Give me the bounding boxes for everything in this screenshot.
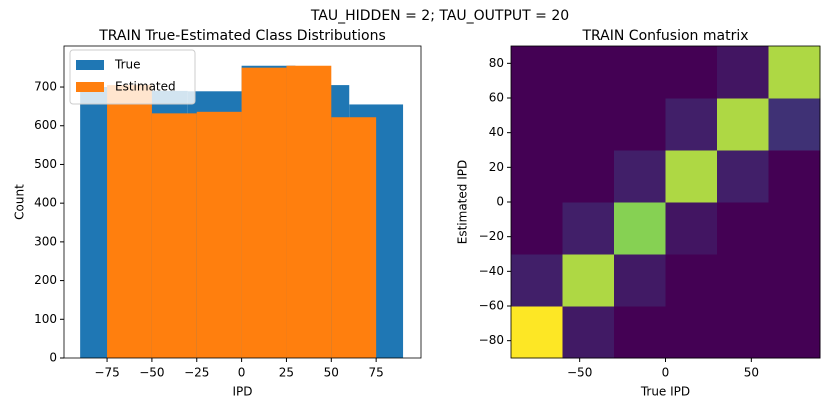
x-tick-label: −50 — [139, 366, 164, 380]
y-tick-label: −80 — [479, 333, 504, 347]
bar — [241, 67, 287, 358]
y-tick-label: 600 — [34, 118, 57, 132]
x-axis-label: IPD — [232, 385, 252, 399]
x-tick-label: −75 — [94, 366, 119, 380]
legend-swatch — [76, 60, 104, 70]
x-tick-label: −25 — [184, 366, 209, 380]
bar — [107, 85, 152, 358]
cell — [768, 306, 821, 359]
cell — [717, 46, 769, 99]
y-tick-label: 500 — [34, 157, 57, 171]
cell — [665, 306, 718, 359]
legend-label: True — [114, 58, 141, 72]
cell — [665, 202, 718, 255]
cell — [614, 98, 666, 151]
y-tick-label: 0 — [496, 195, 504, 209]
y-tick-label: 700 — [34, 80, 57, 94]
cell — [665, 254, 718, 307]
cell — [768, 46, 821, 99]
cell — [562, 46, 615, 99]
cell — [665, 46, 718, 99]
cell — [511, 150, 563, 203]
bar — [331, 117, 377, 359]
y-tick-label: −20 — [479, 229, 504, 243]
chart-title: TRAIN Confusion matrix — [581, 28, 748, 44]
x-tick-label: 25 — [279, 366, 294, 380]
cell — [717, 306, 769, 359]
cell — [768, 98, 821, 151]
axes-frame — [63, 45, 422, 359]
cell — [717, 150, 769, 203]
cell — [614, 150, 666, 203]
cell — [717, 254, 769, 307]
cell — [768, 254, 821, 307]
cell — [768, 150, 821, 203]
y-tick-label: 20 — [489, 160, 504, 174]
cell — [562, 254, 615, 307]
y-tick-label: 0 — [49, 351, 57, 365]
cell — [562, 150, 615, 203]
x-tick-label: 50 — [324, 366, 339, 380]
y-tick-label: 400 — [34, 196, 57, 210]
y-tick-label: −40 — [479, 264, 504, 278]
y-tick-label: 100 — [34, 312, 57, 326]
cell — [717, 98, 769, 151]
cell — [717, 202, 769, 255]
cell — [562, 202, 615, 255]
y-axis-label: Count — [13, 184, 27, 220]
cell — [562, 306, 615, 359]
cell — [511, 306, 563, 359]
x-axis-label: True IPD — [640, 385, 690, 399]
y-axis-label: Estimated IPD — [456, 160, 470, 244]
cell — [614, 202, 666, 255]
y-tick-label: 300 — [34, 234, 57, 248]
y-tick-label: −60 — [479, 299, 504, 313]
x-tick-label: −50 — [567, 366, 592, 380]
legend-label: Estimated — [115, 80, 176, 94]
legend: True Estimated — [69, 49, 196, 105]
cell — [562, 98, 615, 151]
y-tick-label: 80 — [489, 56, 504, 70]
y-tick-label: 200 — [34, 273, 57, 287]
cell — [665, 98, 718, 151]
cell — [511, 254, 563, 307]
cell — [511, 46, 563, 99]
cell — [665, 150, 718, 203]
cell — [614, 254, 666, 307]
x-tick-label: 75 — [369, 366, 384, 380]
cell — [511, 202, 563, 255]
bar — [151, 113, 197, 359]
x-tick-label: 0 — [662, 366, 670, 380]
legend-swatch — [76, 82, 104, 92]
cell — [614, 306, 666, 359]
y-tick-label: 60 — [489, 91, 504, 105]
cell — [511, 98, 563, 151]
x-tick-label: 0 — [238, 366, 246, 380]
x-tick-label: 50 — [744, 366, 759, 380]
y-tick-label: 40 — [489, 125, 504, 139]
bar — [196, 111, 242, 358]
bar — [286, 65, 332, 358]
suptitle: TAU_HIDDEN = 2; TAU_OUTPUT = 20 — [310, 8, 569, 24]
chart-title: TRAIN True-Estimated Class Distributions — [98, 28, 386, 44]
cell — [614, 46, 666, 99]
cell — [768, 202, 821, 255]
